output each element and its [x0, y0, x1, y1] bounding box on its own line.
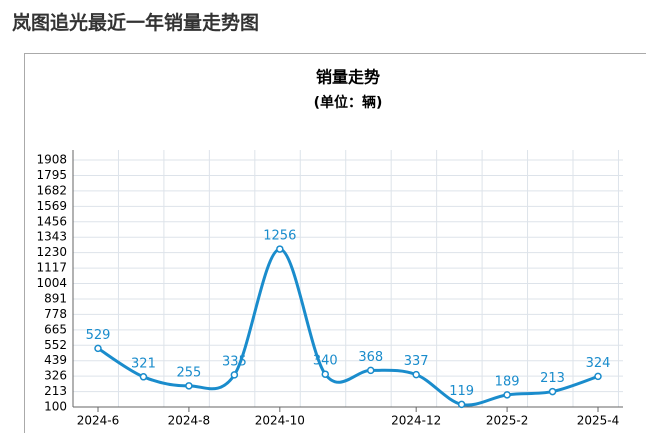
y-tick-label: 1908: [36, 153, 67, 167]
chart-subtitle: (单位：辆): [314, 94, 383, 111]
data-label: 189: [495, 374, 520, 389]
y-tick-label: 665: [44, 322, 67, 336]
y-tick-label: 326: [44, 369, 67, 383]
y-tick-label: 1117: [36, 261, 67, 275]
y-tick-label: 778: [44, 307, 67, 321]
y-tick-label: 1682: [36, 183, 67, 197]
data-label: 337: [404, 354, 429, 369]
y-tick-label: 1343: [36, 230, 67, 244]
chart-title: 销量走势: [316, 68, 380, 87]
x-tick-label: 2024-10: [255, 414, 305, 428]
data-label: 119: [449, 384, 474, 399]
data-point: [139, 373, 148, 381]
y-tick-label: 1795: [36, 168, 67, 182]
page-title: 岚图追光最近一年销量走势图: [12, 12, 260, 34]
data-point: [503, 391, 511, 399]
data-point: [185, 382, 193, 390]
data-label: 321: [131, 356, 156, 371]
data-label: 368: [358, 350, 383, 365]
x-tick-label: 2024-8: [168, 414, 211, 428]
x-tick-label: 2024-12: [391, 414, 441, 428]
y-tick-label: 213: [44, 384, 67, 398]
data-label: 213: [540, 371, 565, 386]
data-point: [594, 372, 602, 381]
data-point: [94, 344, 102, 353]
data-label: 340: [313, 354, 338, 369]
data-point: [321, 370, 330, 378]
x-tick-label: 2025-2: [486, 414, 529, 428]
y-tick-label: 1004: [36, 276, 67, 290]
data-label: 324: [586, 356, 611, 371]
plot-area: [73, 150, 623, 407]
data-label: 255: [176, 365, 201, 380]
data-point: [276, 245, 284, 253]
data-point: [457, 400, 466, 409]
y-tick-label: 439: [44, 353, 67, 367]
data-label: 335: [222, 354, 247, 369]
data-point: [412, 370, 420, 379]
x-tick-label: 2024-6: [77, 414, 120, 428]
y-tick-label: 100: [44, 400, 67, 414]
data-label: 529: [86, 328, 111, 343]
y-tick-label: 1456: [36, 214, 67, 228]
data-point: [366, 366, 375, 375]
y-tick-label: 552: [44, 338, 67, 352]
data-label: 1256: [263, 229, 296, 244]
y-tick-label: 1569: [36, 199, 67, 213]
data-point: [230, 371, 239, 379]
data-point: [548, 387, 557, 396]
x-tick-label: 2025-4: [577, 414, 620, 428]
y-tick-label: 1230: [36, 245, 67, 259]
y-tick-label: 891: [44, 291, 67, 305]
